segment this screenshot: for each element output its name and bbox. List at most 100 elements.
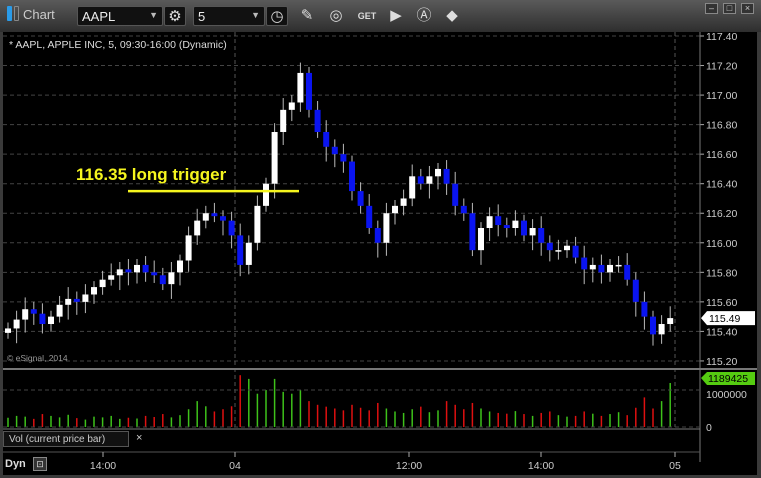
candle-down bbox=[374, 228, 381, 243]
candle-up bbox=[529, 228, 536, 236]
candle-up bbox=[271, 132, 278, 184]
candle-down bbox=[220, 216, 226, 221]
candle-up bbox=[22, 309, 29, 320]
time-tick-label: 04 bbox=[229, 460, 241, 472]
candle-up bbox=[383, 213, 390, 243]
chart-header: * AAPL, APPLE INC, 5, 09:30-16:00 (Dynam… bbox=[9, 39, 227, 51]
price-tick-label: 115.40 bbox=[706, 326, 737, 338]
candle-up bbox=[486, 216, 493, 229]
price-tick-label: 117.40 bbox=[706, 32, 737, 43]
volume-panel-label: Vol (current price bar) bbox=[3, 431, 129, 447]
close-button[interactable]: × bbox=[741, 3, 754, 14]
candle-up bbox=[426, 176, 433, 184]
candle-up bbox=[400, 198, 407, 206]
candle-up bbox=[280, 109, 287, 133]
candle-down bbox=[228, 220, 235, 236]
last-price-label: 115.49 bbox=[709, 313, 740, 325]
candle-up bbox=[589, 264, 596, 270]
price-tick-label: 116.60 bbox=[706, 149, 737, 161]
clock-icon[interactable]: ◷ bbox=[266, 6, 288, 26]
candle-up bbox=[564, 245, 570, 251]
candle-down bbox=[495, 216, 502, 226]
candle-up bbox=[177, 260, 183, 273]
candle-up bbox=[91, 287, 97, 295]
candle-down bbox=[650, 316, 656, 335]
candle-down bbox=[624, 264, 631, 280]
candle-down bbox=[323, 132, 330, 147]
volume-tick-label: 1000000 bbox=[706, 389, 747, 401]
candle-up bbox=[658, 324, 665, 335]
last-volume-label: 1189425 bbox=[708, 373, 748, 385]
candle-down bbox=[632, 279, 639, 302]
candle-up bbox=[134, 264, 140, 273]
alert-icon[interactable]: Ⓐ bbox=[416, 7, 432, 24]
interval-combo[interactable]: 5 ▼ bbox=[193, 6, 265, 26]
pencil-icon[interactable]: ✎ bbox=[300, 7, 314, 24]
candle-down bbox=[469, 213, 476, 251]
candle-up bbox=[297, 72, 304, 103]
play-icon[interactable]: ▶ bbox=[390, 7, 402, 24]
title-bar: Chart AAPL ▼ ⚙ 5 ▼ ◷ ✎ ◎ GET ▶ Ⓐ ◆ – □ × bbox=[0, 0, 761, 32]
layout-icon-alt[interactable] bbox=[14, 6, 19, 21]
chart-area[interactable]: 117.40 117.20 117.00 116.80 116.60 116.40 116.… bbox=[3, 32, 757, 475]
get-data-icon[interactable]: GET bbox=[357, 11, 377, 21]
candle-down bbox=[237, 235, 244, 265]
candle-up bbox=[555, 250, 562, 252]
dynamic-mode-label[interactable]: Dyn bbox=[5, 458, 26, 470]
cursor-tool-icon[interactable]: ◆ bbox=[446, 7, 458, 24]
price-tick-label: 116.20 bbox=[706, 208, 737, 220]
copyright: © eSignal, 2014 bbox=[7, 353, 68, 363]
candle-up bbox=[254, 205, 261, 243]
chart-canvas[interactable]: 117.40 117.20 117.00 116.80 116.60 116.40 116.… bbox=[3, 32, 757, 475]
candle-down bbox=[159, 275, 166, 285]
interval-value: 5 bbox=[198, 9, 206, 24]
candle-up bbox=[108, 275, 115, 280]
candle-up bbox=[263, 183, 269, 206]
candle-up bbox=[5, 328, 11, 333]
candle-down bbox=[39, 313, 46, 325]
candle-up bbox=[288, 102, 295, 110]
price-tick-label: 115.80 bbox=[706, 267, 737, 279]
candle-up bbox=[392, 205, 398, 214]
study-icon[interactable]: ◎ bbox=[329, 7, 343, 24]
candle-up bbox=[168, 272, 175, 285]
candle-up bbox=[615, 264, 622, 267]
price-tick-label: 115.60 bbox=[706, 297, 737, 309]
candle-down bbox=[503, 225, 510, 229]
candle-down bbox=[73, 298, 80, 302]
candle-down bbox=[314, 109, 321, 133]
candle-down bbox=[641, 301, 648, 317]
chevron-down-icon[interactable]: ▼ bbox=[251, 10, 260, 20]
candle-down bbox=[340, 154, 347, 162]
candle-down bbox=[572, 245, 579, 258]
candle-up bbox=[13, 319, 20, 329]
candle-down bbox=[417, 176, 424, 184]
symbol-combo[interactable]: AAPL ▼ bbox=[77, 6, 163, 26]
annotation-text: 116.35 long trigger bbox=[76, 165, 227, 184]
candle-up bbox=[435, 168, 441, 177]
minimize-button[interactable]: – bbox=[705, 3, 718, 14]
candle-down bbox=[460, 205, 467, 214]
candle-down bbox=[211, 213, 218, 217]
candle-up bbox=[116, 269, 123, 276]
chevron-down-icon[interactable]: ▼ bbox=[149, 10, 158, 20]
candle-down bbox=[306, 72, 312, 110]
price-tick-label: 117.20 bbox=[706, 61, 737, 73]
candle-up bbox=[202, 213, 209, 221]
symbol-value: AAPL bbox=[82, 9, 116, 24]
candle-up bbox=[194, 220, 201, 236]
maximize-button[interactable]: □ bbox=[723, 3, 736, 14]
candle-up bbox=[185, 235, 192, 261]
candle-up bbox=[607, 264, 613, 273]
candle-down bbox=[581, 257, 588, 270]
last-volume-marker bbox=[701, 372, 755, 385]
candle-up bbox=[65, 298, 72, 305]
close-volume-panel-icon[interactable]: × bbox=[136, 432, 143, 444]
settings-gear-icon[interactable]: ⚙ bbox=[164, 6, 186, 26]
candle-down bbox=[30, 309, 37, 314]
candle-up bbox=[409, 176, 416, 199]
candle-down bbox=[546, 242, 553, 251]
layout-icon[interactable] bbox=[7, 6, 12, 21]
lock-icon[interactable]: ⊡ bbox=[33, 457, 47, 471]
time-tick-label: 05 bbox=[669, 460, 681, 472]
